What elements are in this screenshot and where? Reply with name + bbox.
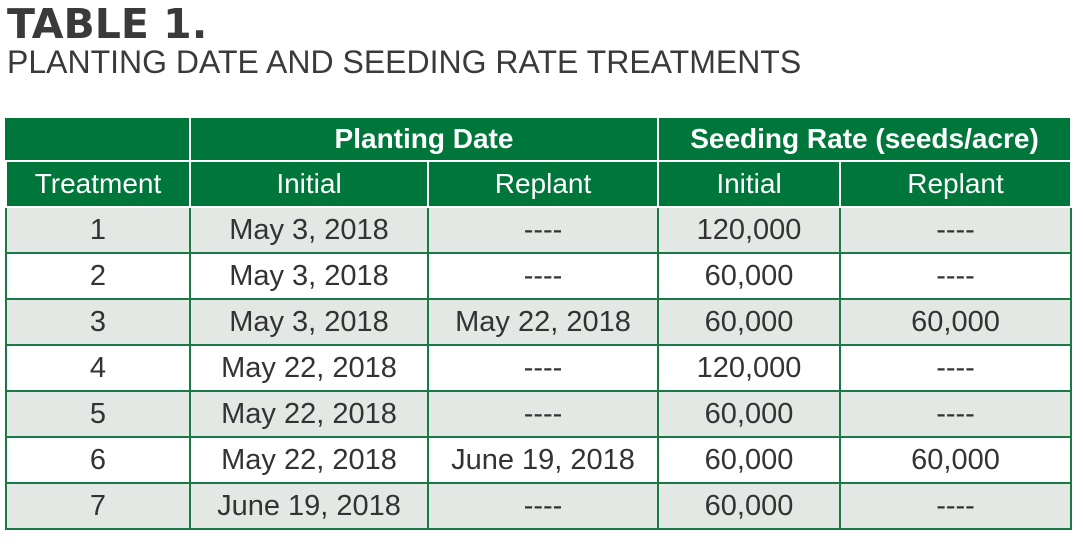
seeding-initial-cell: 60,000 <box>657 252 842 300</box>
seeding-initial-cell: 120,000 <box>657 206 842 254</box>
seeding-replant-cell: 60,000 <box>839 436 1073 484</box>
planting-initial-cell: May 3, 2018 <box>189 298 429 346</box>
table-row: 4 May 22, 2018 ---- 120,000 ---- <box>5 344 1073 392</box>
treatment-cell: 3 <box>5 298 191 346</box>
table-title: TABLE 1. <box>7 0 208 48</box>
seeding-initial-cell: 60,000 <box>657 482 842 530</box>
table-row: 2 May 3, 2018 ---- 60,000 ---- <box>5 252 1073 300</box>
seeding-initial-cell: 60,000 <box>657 436 842 484</box>
treatments-table: Planting Date Seeding Rate (seeds/acre) … <box>5 116 1073 530</box>
seeding-initial-cell: 60,000 <box>657 390 842 438</box>
column-header-planting-initial: Initial <box>189 160 429 208</box>
group-header-row: Planting Date Seeding Rate (seeds/acre) <box>5 116 1073 162</box>
treatment-cell: 1 <box>5 206 191 254</box>
planting-replant-cell: June 19, 2018 <box>426 436 660 484</box>
planting-replant-cell: May 22, 2018 <box>426 298 660 346</box>
planting-initial-cell: May 3, 2018 <box>189 206 429 254</box>
planting-replant-cell: ---- <box>426 252 660 300</box>
planting-initial-cell: May 22, 2018 <box>189 436 429 484</box>
column-header-seeding-initial: Initial <box>657 160 842 208</box>
seeding-replant-cell: 60,000 <box>839 298 1073 346</box>
header-corner-cell <box>5 116 191 162</box>
seeding-replant-cell: ---- <box>839 206 1073 254</box>
column-header-planting-replant: Replant <box>426 160 660 208</box>
column-header-treatment: Treatment <box>5 160 191 208</box>
treatment-cell: 7 <box>5 482 191 530</box>
column-header-row: Treatment Initial Replant Initial Replan… <box>5 160 1073 208</box>
planting-replant-cell: ---- <box>426 390 660 438</box>
treatment-cell: 2 <box>5 252 191 300</box>
seeding-replant-cell: ---- <box>839 482 1073 530</box>
treatment-cell: 4 <box>5 344 191 392</box>
table-row: 3 May 3, 2018 May 22, 2018 60,000 60,000 <box>5 298 1073 346</box>
planting-replant-cell: ---- <box>426 206 660 254</box>
seeding-replant-cell: ---- <box>839 344 1073 392</box>
seeding-rate-group-header: Seeding Rate (seeds/acre) <box>657 116 1073 162</box>
table-row: 7 June 19, 2018 ---- 60,000 ---- <box>5 482 1073 530</box>
treatment-cell: 5 <box>5 390 191 438</box>
table-subtitle: PLANTING DATE AND SEEDING RATE TREATMENT… <box>7 44 802 80</box>
planting-replant-cell: ---- <box>426 344 660 392</box>
seeding-replant-cell: ---- <box>839 252 1073 300</box>
seeding-replant-cell: ---- <box>839 390 1073 438</box>
table-row: 1 May 3, 2018 ---- 120,000 ---- <box>5 206 1073 254</box>
planting-initial-cell: May 3, 2018 <box>189 252 429 300</box>
seeding-initial-cell: 120,000 <box>657 344 842 392</box>
planting-initial-cell: May 22, 2018 <box>189 344 429 392</box>
table-row: 6 May 22, 2018 June 19, 2018 60,000 60,0… <box>5 436 1073 484</box>
seeding-initial-cell: 60,000 <box>657 298 842 346</box>
planting-initial-cell: May 22, 2018 <box>189 390 429 438</box>
column-header-seeding-replant: Replant <box>839 160 1073 208</box>
planting-initial-cell: June 19, 2018 <box>189 482 429 530</box>
table-row: 5 May 22, 2018 ---- 60,000 ---- <box>5 390 1073 438</box>
treatment-cell: 6 <box>5 436 191 484</box>
planting-replant-cell: ---- <box>426 482 660 530</box>
planting-date-group-header: Planting Date <box>188 116 660 162</box>
